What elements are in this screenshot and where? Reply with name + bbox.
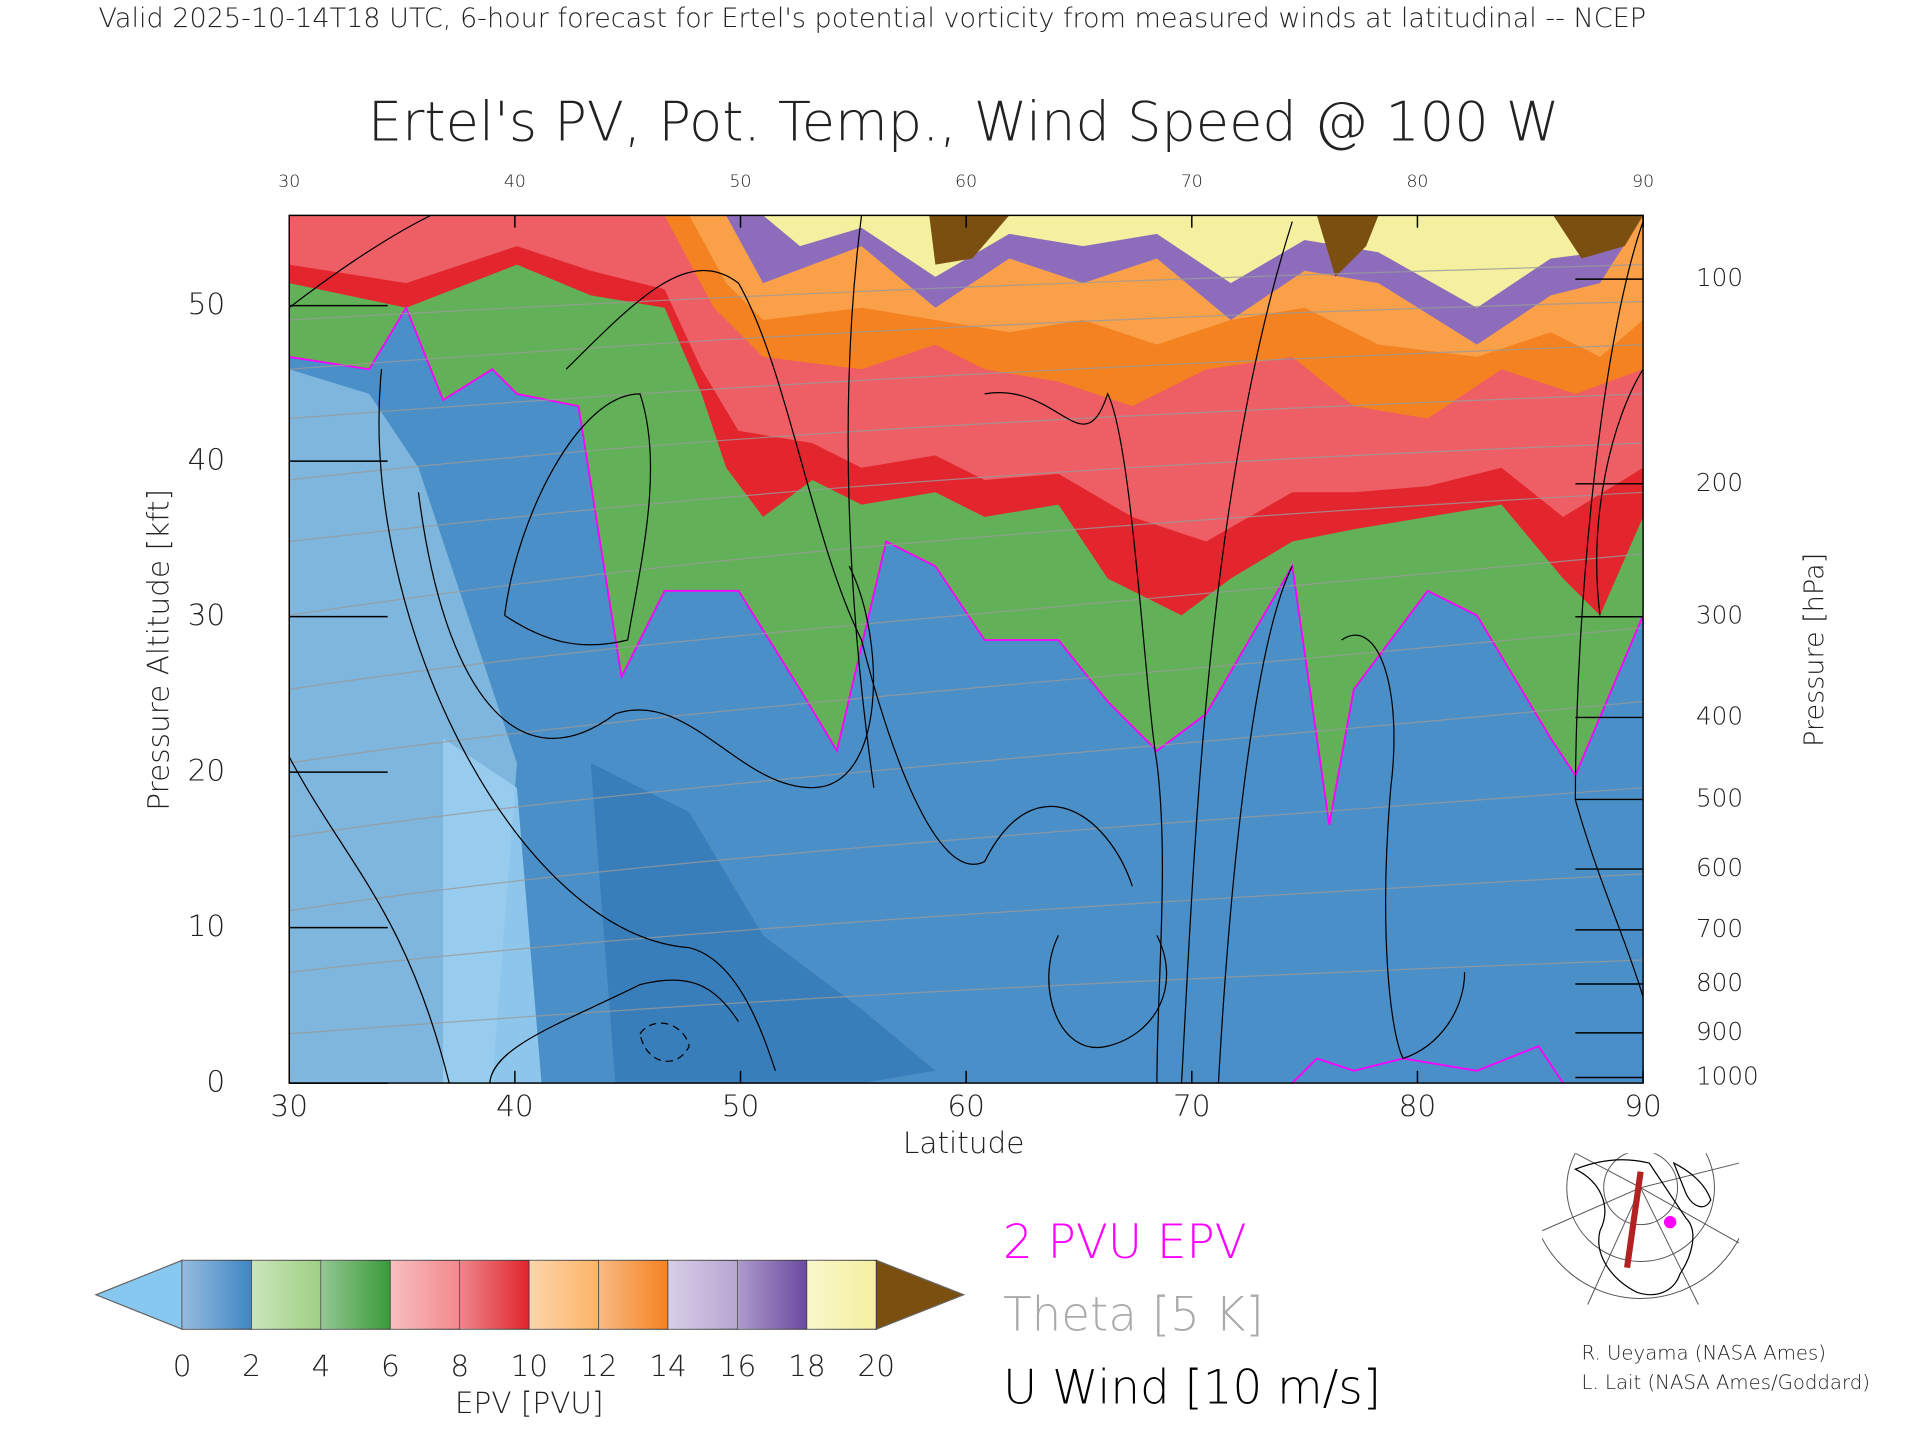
colorbar-tick-label: 6 xyxy=(381,1349,400,1383)
y2-tick-label: 700 xyxy=(1696,914,1743,943)
y-tick-label: 20 xyxy=(188,754,226,788)
y2-tick-label: 1000 xyxy=(1696,1062,1759,1091)
credit: R. Ueyama (NASA Ames) xyxy=(1582,1341,1826,1364)
colorbar-tick-label: 2 xyxy=(242,1349,261,1383)
map-graticule xyxy=(1542,1153,1740,1305)
map-coast xyxy=(1573,1159,1712,1296)
colorbar-tick-label: 20 xyxy=(858,1349,896,1383)
colorbar-shade xyxy=(668,1260,738,1330)
field-low-pv xyxy=(443,738,542,1084)
x-tick-label: 50 xyxy=(722,1089,760,1123)
colorbar-tick-label: 18 xyxy=(788,1349,826,1383)
x-tick-label: 30 xyxy=(270,1089,308,1123)
x-tick-label: 40 xyxy=(496,1089,534,1123)
y2-tick-label: 900 xyxy=(1696,1017,1743,1046)
y2-tick-label: 600 xyxy=(1696,853,1743,882)
legend: 2 PVU EPV Theta [5 K] U Wind [10 m/s] xyxy=(1003,1216,1381,1415)
subtitle: Valid 2025-10-14T18 UTC, 6-hour forecast… xyxy=(98,3,1646,34)
x-axis-label: Latitude xyxy=(903,1126,1024,1160)
colorbar-shade xyxy=(459,1260,530,1330)
field-brown xyxy=(1316,215,1379,277)
y-tick-label: 30 xyxy=(188,598,226,632)
y2-tick-label: 200 xyxy=(1696,468,1743,497)
colorbar-label: EPV [PVU] xyxy=(455,1386,604,1420)
y2-tick-label: 100 xyxy=(1696,263,1743,292)
x-top-tick-label: 50 xyxy=(730,172,752,192)
y2-tick-label: 400 xyxy=(1696,701,1743,730)
colorbar-tick-label: 14 xyxy=(649,1349,687,1383)
y2-tick-label: 300 xyxy=(1696,601,1743,630)
colorbar-tick-label: 12 xyxy=(580,1349,618,1383)
map-dot xyxy=(1664,1216,1677,1229)
colorbar-tick-label: 0 xyxy=(173,1349,192,1383)
legend-entry: U Wind [10 m/s] xyxy=(1003,1361,1381,1415)
field-brown xyxy=(929,215,1010,265)
x-tick-label: 90 xyxy=(1624,1089,1662,1123)
x-tick-label: 80 xyxy=(1399,1089,1437,1123)
colorbar-tick-label: 8 xyxy=(450,1349,469,1383)
credit: L. Lait (NASA Ames/Goddard) xyxy=(1582,1371,1870,1394)
colorbar: EPV [PVU] 0 2 4 6 8 10 12 14 16 18 20 xyxy=(94,1259,966,1420)
y2-tick-label: 800 xyxy=(1696,968,1743,997)
colorbar-shade xyxy=(320,1260,391,1330)
field-mid-pv xyxy=(590,763,936,1084)
colorbar-shade xyxy=(182,1260,252,1330)
colorbar-shade xyxy=(390,1260,460,1330)
colorbar-shade xyxy=(598,1260,669,1330)
y-tick-label: 50 xyxy=(188,287,226,321)
y-tick-label: 10 xyxy=(188,909,226,943)
map-section-line xyxy=(1624,1171,1644,1269)
pv-contour xyxy=(289,305,1644,825)
field xyxy=(289,215,1644,1084)
x-top-tick-label: 70 xyxy=(1181,172,1203,192)
x-tick-label: 70 xyxy=(1173,1089,1211,1123)
x-top-tick-label: 40 xyxy=(504,172,526,192)
colorbar-tick-label: 4 xyxy=(312,1349,331,1383)
y-axis-label: Pressure Altitude [kft] xyxy=(142,489,176,811)
legend-entry: Theta [5 K] xyxy=(1003,1289,1264,1343)
x-top-tick-label: 90 xyxy=(1632,172,1654,192)
x-tick-label: 60 xyxy=(947,1089,985,1123)
colorbar-over xyxy=(875,1259,966,1331)
colorbar-shade xyxy=(529,1260,599,1330)
x-top-tick-label: 30 xyxy=(278,172,300,192)
colorbar-tick-label: 10 xyxy=(510,1349,548,1383)
colorbar-shade xyxy=(251,1260,321,1330)
field-brown xyxy=(1553,215,1644,259)
y2-axis-label: Pressure [hPa] xyxy=(1799,553,1830,747)
legend-entry: 2 PVU EPV xyxy=(1003,1216,1247,1270)
wind-contours xyxy=(289,215,1644,1084)
colorbar-under xyxy=(94,1259,183,1331)
x-top-tick-label: 60 xyxy=(955,172,977,192)
colorbar-shade xyxy=(737,1260,807,1330)
colorbar-shade xyxy=(806,1260,877,1330)
y2-tick-label: 500 xyxy=(1696,783,1743,812)
y-tick-label: 40 xyxy=(188,443,226,477)
y-tick-label: 0 xyxy=(206,1065,225,1099)
colorbar-tick-label: 16 xyxy=(719,1349,757,1383)
map-inset xyxy=(1542,1153,1740,1305)
chart-title: Ertel's PV, Pot. Temp., Wind Speed @ 100… xyxy=(368,90,1559,153)
x-top-tick-label: 80 xyxy=(1406,172,1428,192)
theta-lines xyxy=(289,264,1644,1035)
